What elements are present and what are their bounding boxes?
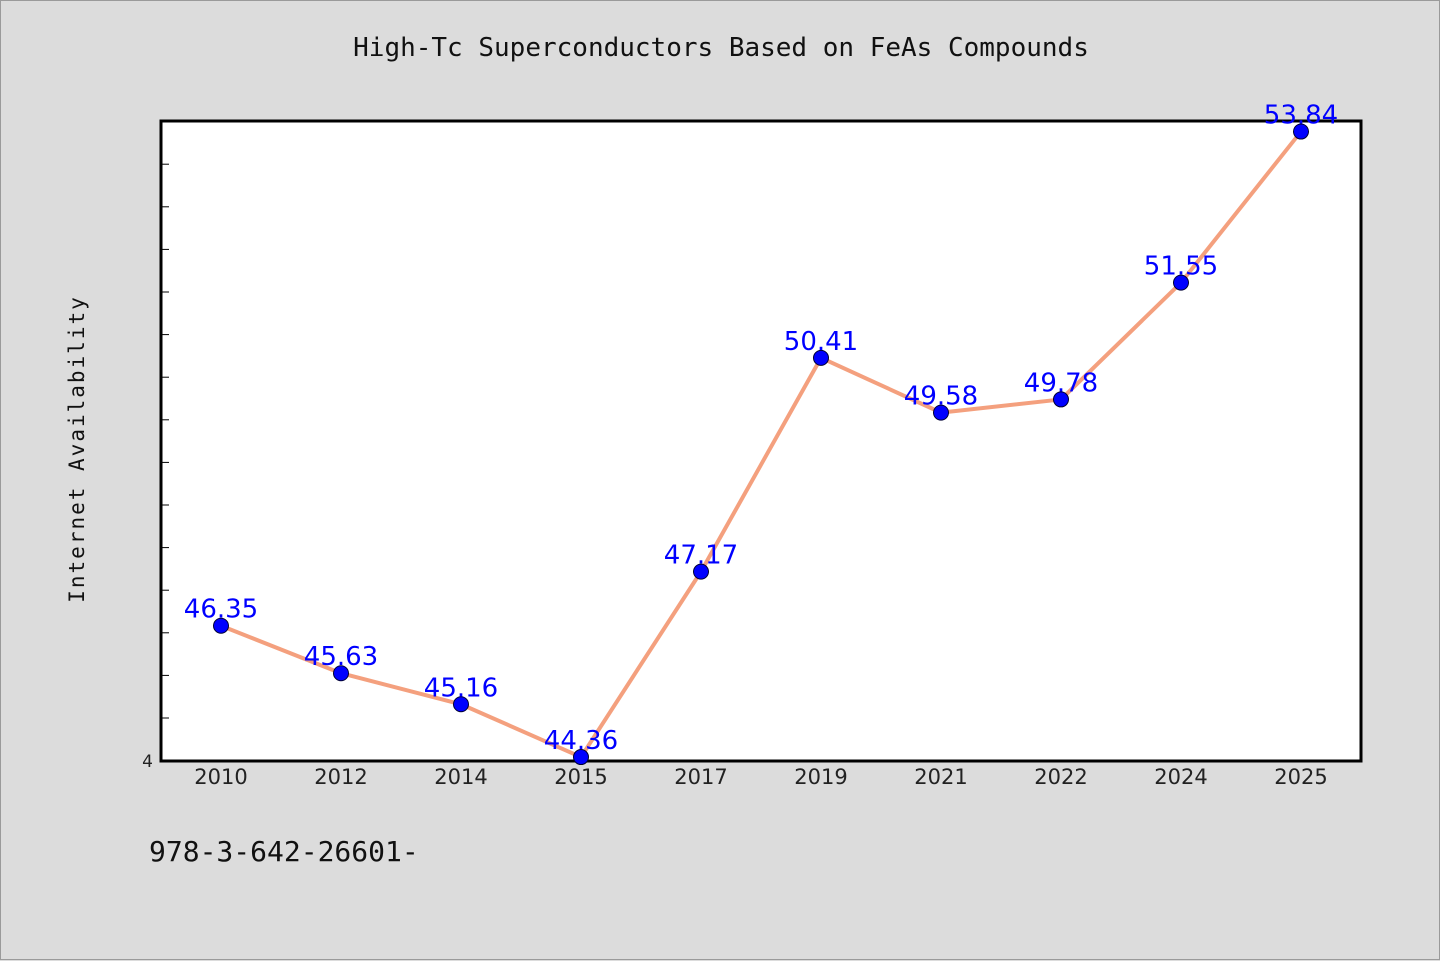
x-tick-label: 2021 [914, 765, 967, 789]
data-point [933, 404, 949, 421]
x-tick-label: 2014 [434, 765, 487, 789]
data-label: 49.58 [904, 382, 978, 412]
data-point [213, 617, 229, 634]
chart-title: High-Tc Superconductors Based on FeAs Co… [353, 33, 1089, 63]
data-labels: 46.35 45.63 45.16 44.36 47.17 50.41 49.58 49.78… [184, 101, 1338, 756]
x-tick-label: 2015 [554, 765, 607, 789]
data-label: 44.36 [544, 726, 618, 756]
data-point [453, 696, 469, 713]
data-label: 50.41 [784, 327, 858, 357]
y-axis-ticks [161, 163, 169, 719]
y-tick-label: 4 [142, 752, 153, 772]
series-markers [213, 123, 1309, 766]
x-tick-label: 2017 [674, 765, 727, 789]
x-tick-label: 2010 [194, 765, 247, 789]
data-label: 49.78 [1024, 368, 1098, 398]
data-label: 46.35 [184, 595, 258, 625]
data-point [1293, 123, 1309, 140]
x-tick-label: 2025 [1274, 765, 1327, 789]
x-axis-tick-labels: 2010 2012 2014 2015 2017 2019 2021 2022 2024 2025 [194, 765, 1327, 789]
x-tick-label: 2024 [1154, 765, 1207, 789]
x-tick-label: 2012 [314, 765, 367, 789]
data-point [1173, 274, 1189, 291]
data-point [693, 563, 709, 580]
x-tick-label: 2019 [794, 765, 847, 789]
data-label: 51.55 [1144, 252, 1218, 282]
data-point [813, 349, 829, 366]
data-point [573, 749, 589, 766]
data-point [1053, 391, 1069, 408]
data-label: 45.16 [424, 673, 498, 703]
data-label: 47.17 [664, 541, 738, 571]
data-point [333, 665, 349, 682]
data-label: 45.63 [304, 642, 378, 672]
footer-identifier: 978-3-642-26601- [149, 835, 419, 868]
plot-area [159, 119, 1363, 763]
series-line [219, 129, 1303, 760]
x-tick-label: 2022 [1034, 765, 1087, 789]
data-label: 53.84 [1264, 101, 1338, 131]
